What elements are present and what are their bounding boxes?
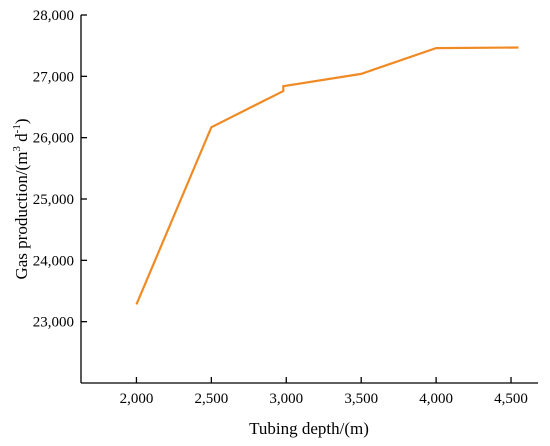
y-tick-label: 23,000 bbox=[33, 315, 74, 331]
y-axis-title-suffix: ) bbox=[12, 118, 31, 124]
y-tick-label: 28,000 bbox=[33, 8, 74, 24]
y-tick-label: 24,000 bbox=[33, 253, 74, 269]
y-tick-label: 27,000 bbox=[33, 69, 74, 85]
x-tick-label: 3,500 bbox=[344, 391, 378, 407]
series-group bbox=[135, 46, 519, 305]
y-axis-title-mid: d bbox=[12, 133, 31, 146]
x-axis-title: Tubing depth/(m) bbox=[249, 419, 369, 438]
y-ticks: 23,000 24,000 25,000 26,000 27,000 28,000 bbox=[33, 8, 87, 331]
x-ticks: 2,000 2,500 3,000 3,500 4,000 4,500 bbox=[120, 377, 528, 407]
x-tick-label: 2,500 bbox=[194, 391, 228, 407]
x-tick-label: 4,500 bbox=[494, 391, 528, 407]
x-tick-label: 2,000 bbox=[120, 391, 154, 407]
y-tick-label: 25,000 bbox=[33, 192, 74, 208]
y-axis-title: Gas production/(m3 d-1) bbox=[11, 118, 31, 279]
axes bbox=[80, 15, 538, 384]
x-tick-label: 4,000 bbox=[419, 391, 453, 407]
y-axis-title-prefix: Gas production/(m bbox=[12, 152, 31, 280]
y-axis-title-sup1: 3 bbox=[11, 146, 23, 152]
y-axis-title-sup2: -1 bbox=[11, 124, 23, 133]
y-tick-label: 26,000 bbox=[33, 131, 74, 147]
series-line bbox=[135, 46, 519, 305]
x-tick-label: 3,000 bbox=[269, 391, 303, 407]
